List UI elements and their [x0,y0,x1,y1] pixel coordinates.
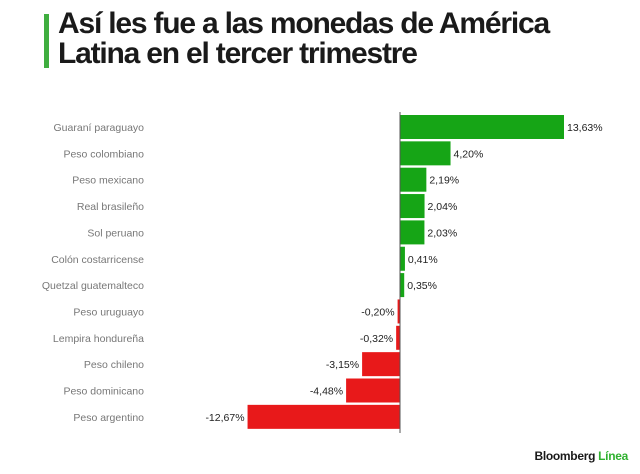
category-label: Peso dominicano [63,386,144,398]
data-label: 2,04% [428,201,458,213]
logo-part2: Línea [598,449,628,463]
category-label: Peso colombiano [63,148,144,160]
bar [400,246,405,271]
bar [247,404,400,429]
title-accent-bar [44,14,49,68]
bar [400,194,425,219]
data-label: 2,03% [427,227,457,239]
bar [400,167,427,192]
bar [362,352,400,377]
bar [400,273,405,298]
bar [400,220,425,245]
category-label: Peso argentino [73,412,144,424]
bloomberg-linea-logo: Bloomberg Línea [534,449,628,463]
data-label: -3,15% [326,359,359,371]
category-label: Colón costarricense [51,254,144,266]
category-label: Guaraní paraguayo [54,122,145,134]
data-label: -0,20% [361,306,394,318]
bar [400,141,451,166]
category-label: Peso uruguayo [73,306,144,318]
category-label: Quetzal guatemalteco [42,280,144,292]
bar [397,299,400,324]
data-label: 4,20% [454,148,484,160]
category-label: Lempira hondureña [53,333,144,345]
category-label: Real brasileño [77,201,144,213]
logo-part1: Bloomberg [534,449,596,463]
data-label: -12,67% [205,412,244,424]
data-label: 0,35% [407,280,437,292]
bar [346,378,400,403]
data-label: 2,19% [429,175,459,187]
data-label: 13,63% [567,122,603,134]
bar [400,115,564,139]
data-label: -4,48% [310,386,343,398]
category-label: Peso mexicano [72,175,144,187]
category-label: Sol peruano [87,227,144,239]
bar [396,325,400,350]
data-label: -0,32% [360,333,393,345]
data-label: 0,41% [408,254,438,266]
category-label: Peso chileno [84,359,144,371]
chart-title: Así les fue a las monedas de América Lat… [58,7,550,70]
